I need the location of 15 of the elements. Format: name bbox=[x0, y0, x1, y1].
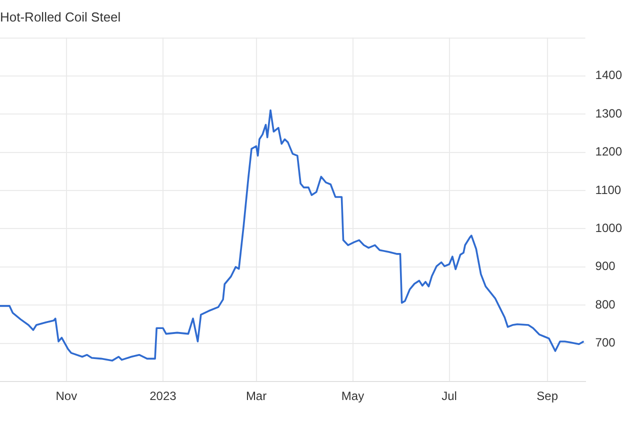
x-tick-label: Mar bbox=[246, 389, 267, 404]
y-tick-label: 1200 bbox=[595, 144, 622, 159]
x-tick-label: May bbox=[341, 389, 364, 404]
y-tick-label: 1300 bbox=[595, 106, 622, 120]
y-tick-label: 1100 bbox=[595, 182, 622, 197]
x-tick-label: 2023 bbox=[150, 389, 177, 404]
x-tick-label: Jul bbox=[442, 389, 457, 404]
chart-title: Hot-Rolled Coil Steel bbox=[0, 9, 121, 24]
y-tick-label: 800 bbox=[595, 297, 616, 312]
y-tick-label: 700 bbox=[595, 336, 616, 350]
y-tick-label: 1000 bbox=[595, 221, 622, 236]
y-tick-label: 1400 bbox=[595, 68, 622, 82]
x-tick-label: Sep bbox=[536, 389, 558, 404]
y-tick-label: 900 bbox=[595, 259, 616, 274]
x-tick-label: Nov bbox=[56, 389, 78, 404]
